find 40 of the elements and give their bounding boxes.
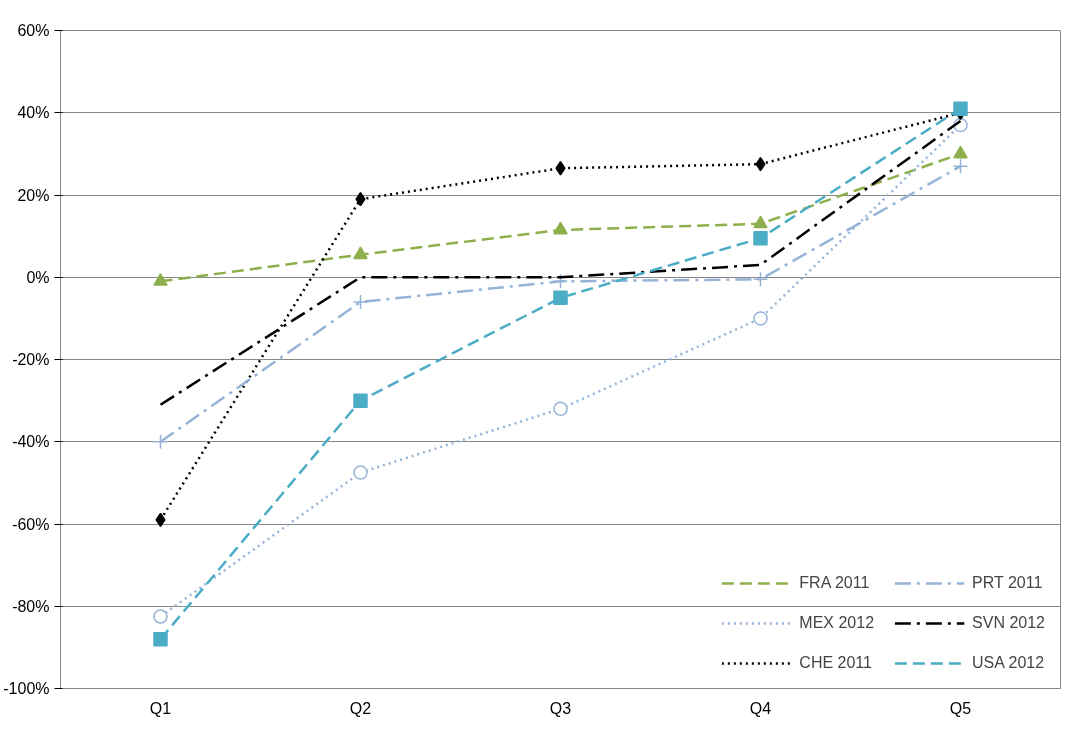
y-tick-label: -80% [12, 597, 50, 615]
point [953, 101, 968, 116]
point [555, 161, 566, 176]
x-tick-label: Q3 [549, 699, 572, 717]
point [753, 311, 768, 326]
x-tick-label: Q2 [349, 699, 372, 717]
x-tick-label: Q1 [149, 699, 172, 717]
point [152, 434, 169, 450]
y-tick-label: 60% [17, 22, 50, 39]
legend-label: PRT 2011 [972, 574, 1043, 592]
point [553, 221, 568, 235]
point [553, 290, 568, 306]
y-tick-label: 0% [26, 268, 50, 286]
legend-label: SVN 2012 [972, 614, 1045, 632]
y-tick-label: -20% [12, 351, 50, 368]
y-tick-label: -100% [3, 680, 50, 697]
legend-label: MEX 2012 [799, 614, 875, 632]
point [752, 271, 769, 288]
point [552, 273, 569, 290]
point [353, 465, 368, 480]
point [753, 215, 768, 229]
point [553, 401, 568, 417]
point [153, 609, 168, 624]
point [753, 230, 768, 246]
y-tick-label: -40% [12, 433, 50, 451]
y-tick-label: 20% [17, 186, 50, 204]
point [352, 294, 369, 310]
legend-label: USA 2012 [972, 654, 1045, 672]
y-tick-label: 40% [17, 104, 50, 122]
point [153, 631, 168, 647]
legend-label: FRA 2011 [799, 574, 870, 592]
point [952, 158, 969, 174]
x-tick-label: Q4 [749, 699, 772, 717]
y-tick-label: -60% [12, 515, 50, 533]
x-tick-label: Q5 [949, 699, 972, 717]
point [353, 393, 368, 408]
legend-label: CHE 2011 [799, 654, 872, 672]
point [953, 145, 968, 159]
point [353, 246, 368, 260]
point [153, 273, 168, 286]
